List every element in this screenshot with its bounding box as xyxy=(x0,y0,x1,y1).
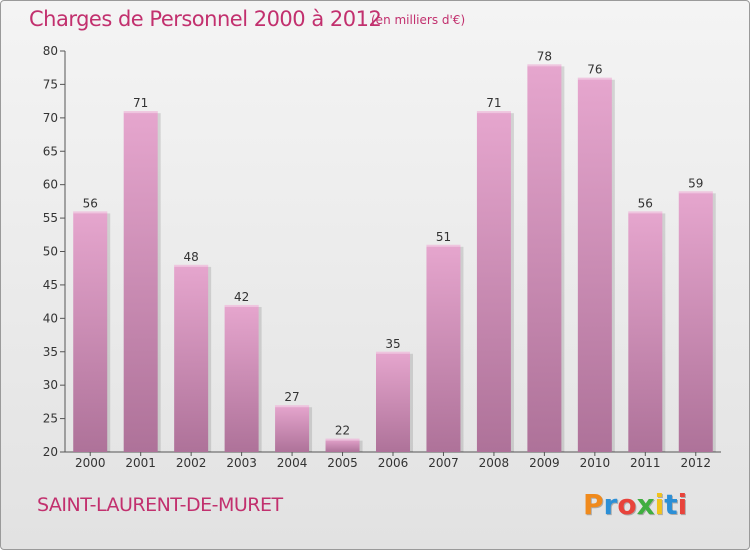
bar-2000 xyxy=(73,211,108,452)
data-label-2007: 51 xyxy=(436,230,451,244)
bar-highlight xyxy=(174,264,209,267)
x-tick-label-2008: 2008 xyxy=(479,456,510,470)
logo-letter: P xyxy=(583,488,604,521)
x-tick-label-2000: 2000 xyxy=(75,456,106,470)
logo-letter: x xyxy=(636,488,655,521)
bar-highlight xyxy=(678,191,713,194)
bar-highlight xyxy=(426,244,461,247)
bar-2010 xyxy=(577,77,612,452)
y-tick-label: 50 xyxy=(43,245,58,259)
bar-highlight xyxy=(527,64,562,67)
bar-2012 xyxy=(678,191,713,452)
bar-highlight xyxy=(325,438,360,441)
chart-title: Charges de Personnel 2000 à 2012 xyxy=(29,7,382,31)
bar-2001 xyxy=(123,111,158,453)
data-label-2009: 78 xyxy=(537,49,552,63)
y-tick-label: 45 xyxy=(43,278,58,292)
bar-2008 xyxy=(476,111,511,453)
chart-subtitle: (en milliers d'€) xyxy=(371,13,466,27)
y-tick-label: 75 xyxy=(43,77,58,91)
y-tick-label: 60 xyxy=(43,178,58,192)
x-tick-label-2006: 2006 xyxy=(378,456,409,470)
y-tick-label: 30 xyxy=(43,378,58,392)
logo-letter: i xyxy=(677,488,688,521)
x-tick-label-2009: 2009 xyxy=(529,456,560,470)
x-tick-label-2011: 2011 xyxy=(630,456,661,470)
bar-2006 xyxy=(376,351,410,452)
data-label-2012: 59 xyxy=(688,176,703,190)
bar-highlight xyxy=(224,304,259,307)
x-tick-label-2007: 2007 xyxy=(428,456,459,470)
bar-highlight xyxy=(275,405,310,408)
chart-axes: 20 25 30 35 40 45 50 55 60 65 70 75 80 2000 2001 2002 20… xyxy=(43,44,721,470)
y-tick-label: 20 xyxy=(43,445,58,459)
commune-name: SAINT-LAURENT-DE-MURET xyxy=(37,494,283,516)
y-tick-label: 55 xyxy=(43,211,58,225)
data-label-2002: 48 xyxy=(184,250,199,264)
bar-2003 xyxy=(224,304,259,452)
logo-letter: t xyxy=(664,488,678,521)
x-tick-label-2001: 2001 xyxy=(125,456,156,470)
data-label-2010: 76 xyxy=(587,63,602,77)
y-tick-label: 35 xyxy=(43,345,58,359)
bar-2011 xyxy=(628,211,663,452)
bar-highlight xyxy=(123,111,158,114)
x-tick-label-2010: 2010 xyxy=(580,456,611,470)
x-tick-label-2005: 2005 xyxy=(327,456,358,470)
y-tick-label: 65 xyxy=(43,144,58,158)
bar-highlight xyxy=(376,351,410,354)
y-tick-label: 70 xyxy=(43,111,58,125)
data-label-2001: 71 xyxy=(133,96,148,110)
bar-2004 xyxy=(275,405,310,452)
logo-letter: i xyxy=(654,488,665,521)
chart-bars: 56 71 48 42 27 22 35 51 71 78 76 56 59 xyxy=(73,49,716,453)
bar-highlight xyxy=(73,211,108,214)
x-tick-label-2012: 2012 xyxy=(680,456,711,470)
bar-2005 xyxy=(325,438,360,452)
data-label-2003: 42 xyxy=(234,290,249,304)
proxiti-logo: Proxiti xyxy=(583,488,687,521)
y-tick-label: 80 xyxy=(43,44,58,58)
logo-letter: o xyxy=(617,488,637,521)
bar-2009 xyxy=(527,64,562,452)
bar-2002 xyxy=(174,264,209,452)
bar-2007 xyxy=(426,244,461,452)
bar-highlight xyxy=(577,77,612,80)
data-label-2006: 35 xyxy=(385,337,400,351)
x-tick-label-2002: 2002 xyxy=(176,456,207,470)
y-tick-label: 40 xyxy=(43,311,58,325)
bar-highlight xyxy=(476,111,511,114)
logo-letter: r xyxy=(603,488,618,521)
x-tick-label-2004: 2004 xyxy=(277,456,308,470)
bar-highlight xyxy=(628,211,663,214)
data-label-2000: 56 xyxy=(83,196,98,210)
data-label-2011: 56 xyxy=(638,196,653,210)
x-tick-label-2003: 2003 xyxy=(226,456,257,470)
y-tick-label: 25 xyxy=(43,412,58,426)
data-label-2008: 71 xyxy=(486,96,501,110)
data-label-2004: 27 xyxy=(284,390,299,404)
data-label-2005: 22 xyxy=(335,424,350,438)
